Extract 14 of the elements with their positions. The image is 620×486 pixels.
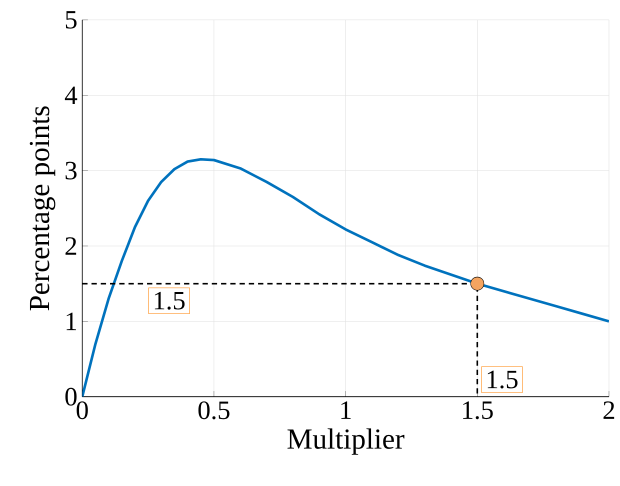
y-tick-label: 5 xyxy=(66,11,77,29)
y-tick-label: 1 xyxy=(66,312,76,330)
annotation: 1.5 xyxy=(488,370,518,389)
y-tick-label: 4 xyxy=(64,86,78,104)
annotation: 1.5 xyxy=(154,292,185,310)
x-tick-label: 0.5 xyxy=(198,402,230,420)
y-tick-label: 2 xyxy=(66,237,76,255)
x-tick-label: 2 xyxy=(604,402,614,420)
y-tick-label: 3 xyxy=(66,162,77,180)
x-tick-label: 1.5 xyxy=(463,402,493,420)
x-axis-title: Multiplier xyxy=(287,428,404,455)
y-tick-label: 0 xyxy=(65,388,77,406)
x-tick-label: 1 xyxy=(341,402,351,420)
y-axis-title: Percentage points xyxy=(30,106,56,311)
